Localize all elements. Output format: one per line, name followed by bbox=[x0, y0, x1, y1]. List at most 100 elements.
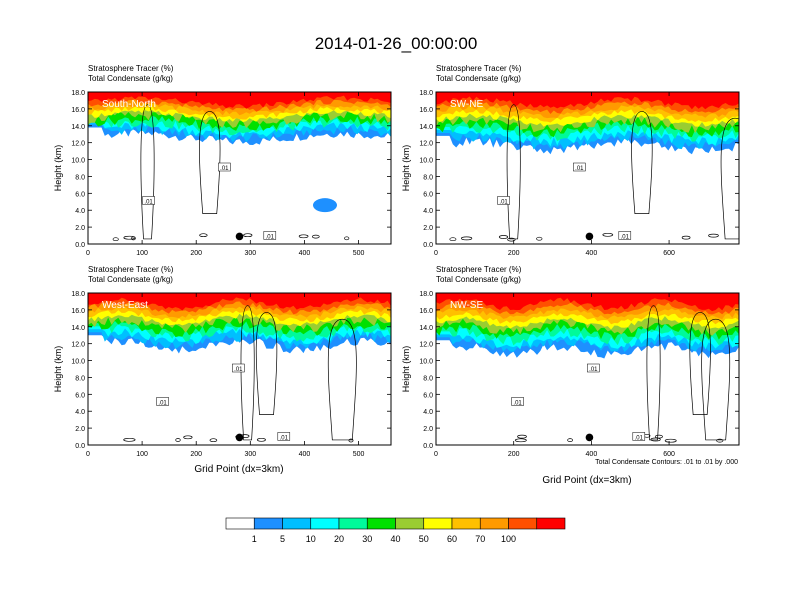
plot-area: South-North .01 .01 .01 bbox=[88, 92, 391, 244]
colorbar-box bbox=[310, 517, 340, 530]
tracer-band-11 bbox=[436, 293, 739, 312]
x-tick-label: 100 bbox=[136, 451, 148, 458]
y-tick-label: 0.0 bbox=[75, 242, 85, 249]
x-tick-label: 500 bbox=[353, 451, 365, 458]
location-marker bbox=[235, 232, 244, 241]
y-tick-label: 14.0 bbox=[419, 124, 433, 131]
x-tick-label: 400 bbox=[299, 250, 311, 257]
colorbar-box bbox=[282, 517, 312, 530]
y-tick-label: 0.0 bbox=[423, 242, 433, 249]
condensate-contours bbox=[449, 104, 739, 242]
contour-label: .01 bbox=[621, 234, 630, 240]
tracer-band-11 bbox=[88, 293, 391, 311]
contour-loop bbox=[650, 437, 661, 442]
colorbar-label: 50 bbox=[419, 534, 429, 544]
y-tick-label: 14.0 bbox=[71, 124, 85, 131]
y-tick-label: 10.0 bbox=[71, 158, 85, 165]
contour-label: .01 bbox=[499, 199, 508, 205]
contour-loop bbox=[131, 236, 136, 241]
contour-label-box bbox=[263, 231, 277, 240]
panel-south-north: Stratosphere Tracer (%)Total Condensate … bbox=[53, 64, 392, 257]
contour-loop bbox=[664, 438, 677, 443]
x-tick-label: 600 bbox=[663, 451, 675, 458]
location-marker bbox=[585, 232, 594, 241]
colorbar: 1 5 10 20 30 40 50 60 70 100 bbox=[225, 517, 566, 544]
y-tick-label: 6.0 bbox=[423, 191, 433, 198]
colorbar-box bbox=[366, 517, 396, 530]
contour-label-box bbox=[156, 397, 169, 406]
colorbar-box bbox=[423, 517, 453, 530]
y-tick-label: 2.0 bbox=[75, 426, 85, 433]
colorbar-label: 60 bbox=[447, 534, 457, 544]
plot-frame bbox=[87, 91, 392, 245]
contour-label-box bbox=[511, 397, 524, 406]
y-tick-label: 12.0 bbox=[419, 141, 433, 148]
contour-label: .01 bbox=[144, 199, 153, 205]
contour-loop bbox=[517, 434, 527, 439]
contour-label-box bbox=[587, 363, 600, 373]
contour-label: .01 bbox=[575, 166, 584, 172]
panel-sw-ne: Stratosphere Tracer (%)Total Condensate … bbox=[401, 64, 740, 257]
y-tick-label: 2.0 bbox=[423, 225, 433, 232]
colorbar-box bbox=[253, 517, 283, 530]
panel-title-tracer: Stratosphere Tracer (%) bbox=[88, 64, 174, 73]
contour-loop bbox=[716, 438, 724, 443]
x-tick-label: 600 bbox=[663, 250, 675, 257]
panel-title-condensate: Total Condensate (g/kg) bbox=[436, 275, 521, 284]
y-tick-label: 10.0 bbox=[419, 359, 433, 366]
contour-plume bbox=[255, 312, 278, 415]
contour-plume bbox=[506, 104, 521, 240]
panel-title-tracer: Stratosphere Tracer (%) bbox=[88, 265, 174, 274]
location-marker bbox=[585, 433, 594, 442]
contour-label: .01 bbox=[158, 400, 167, 406]
x-tick-label: 0 bbox=[86, 451, 90, 458]
panel-label: South-North bbox=[102, 99, 156, 110]
tracer-band-11 bbox=[88, 92, 391, 109]
panel-title-condensate: Total Condensate (g/kg) bbox=[88, 74, 173, 83]
panel-label: NW-SE bbox=[450, 300, 483, 311]
contour-loop bbox=[256, 437, 266, 442]
plot-area: SW-NE .01 .01 .01 bbox=[436, 92, 739, 244]
contour-label-box bbox=[218, 162, 231, 172]
y-tick-label: 10.0 bbox=[71, 359, 85, 366]
x-tick-label: 200 bbox=[508, 250, 520, 257]
colorbar-label: 20 bbox=[334, 534, 344, 544]
panel-label: West-East bbox=[102, 300, 148, 311]
contour-loop bbox=[112, 237, 119, 242]
contour-loop bbox=[209, 438, 218, 443]
y-tick-label: 6.0 bbox=[423, 392, 433, 399]
panel-west-east: Stratosphere Tracer (%)Total Condensate … bbox=[53, 265, 392, 458]
panel-label: SW-NE bbox=[450, 99, 483, 110]
y-tick-label: 4.0 bbox=[75, 208, 85, 215]
contour-loop bbox=[449, 237, 457, 242]
x-tick-label: 400 bbox=[586, 250, 598, 257]
x-tick-label: 200 bbox=[190, 250, 202, 257]
colorbar-label: 40 bbox=[390, 534, 400, 544]
condensate-contours bbox=[123, 305, 357, 443]
y-tick-label: 0.0 bbox=[75, 443, 85, 450]
y-tick-label: 12.0 bbox=[71, 342, 85, 349]
contour-label: .01 bbox=[220, 166, 229, 172]
y-axis-label: Height (km) bbox=[401, 145, 411, 192]
condensate-contours bbox=[112, 104, 350, 242]
plot-frame bbox=[435, 292, 740, 446]
y-tick-label: 10.0 bbox=[419, 158, 433, 165]
y-tick-label: 14.0 bbox=[71, 325, 85, 332]
contour-loop bbox=[183, 435, 193, 440]
contour-label-box bbox=[142, 196, 155, 205]
x-tick-label: 200 bbox=[508, 451, 520, 458]
contour-plume bbox=[240, 305, 255, 441]
plot-area: West-East .01 .01 .01 bbox=[88, 293, 391, 445]
contour-label: .01 bbox=[280, 435, 289, 441]
colorbar-box bbox=[508, 517, 538, 530]
panel-title-condensate: Total Condensate (g/kg) bbox=[88, 275, 173, 284]
x-tick-label: 300 bbox=[244, 451, 256, 458]
contour-label-box bbox=[232, 363, 245, 373]
y-axis-label: Height (km) bbox=[401, 346, 411, 393]
contour-label-box bbox=[573, 162, 586, 172]
contour-plume bbox=[199, 111, 221, 214]
y-tick-label: 12.0 bbox=[419, 342, 433, 349]
x-tick-label: 0 bbox=[434, 451, 438, 458]
y-axis-label: Height (km) bbox=[53, 145, 63, 192]
